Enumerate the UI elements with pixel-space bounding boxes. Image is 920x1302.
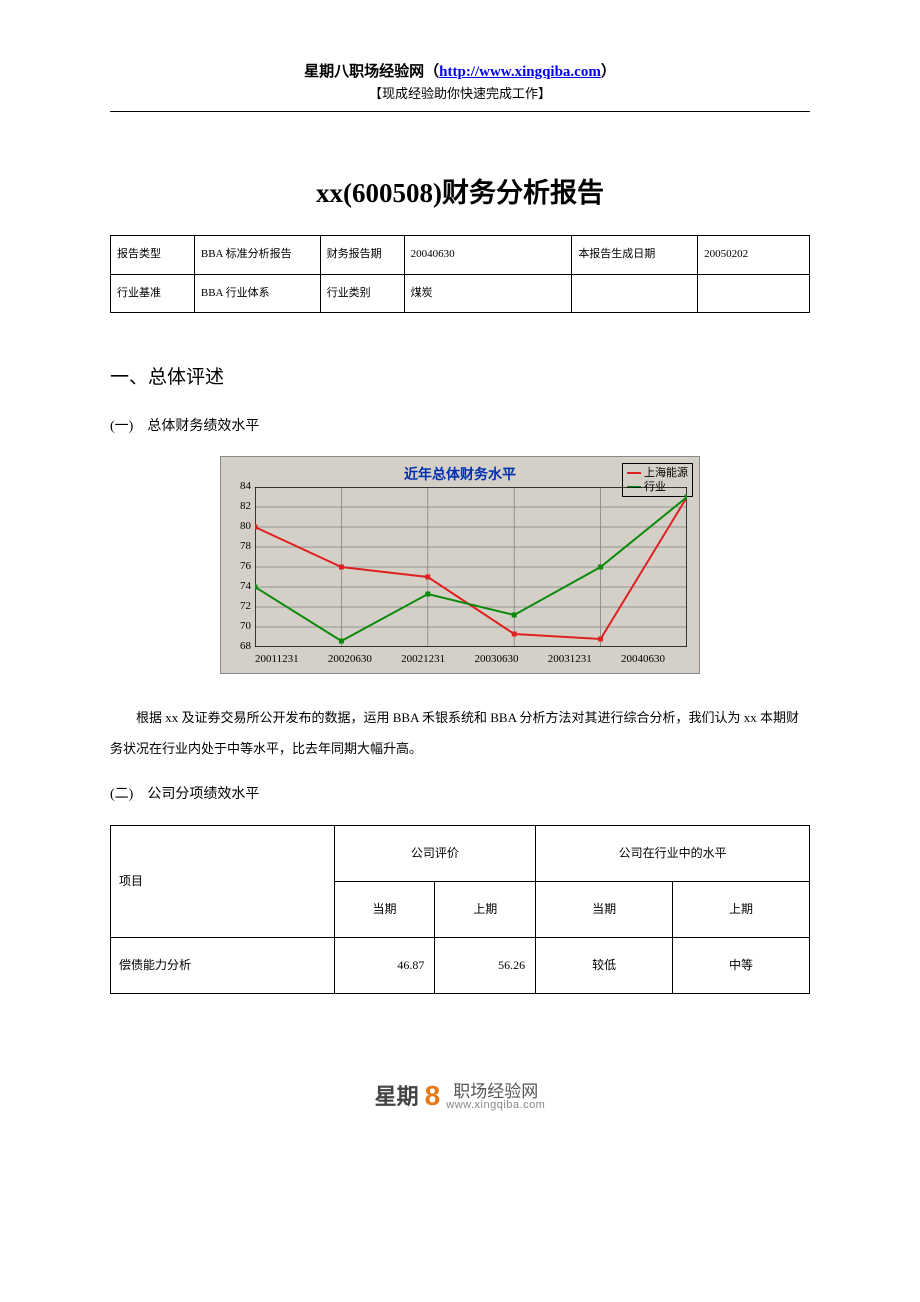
table-cell: BBA 行业体系 [194,274,320,313]
logo-number-icon: 8 [425,1074,441,1119]
logo-brand-2: 职场经验网 [446,1083,545,1100]
table-row: 项目 公司评价 公司在行业中的水平 [111,825,810,881]
col-industry-level: 公司在行业中的水平 [536,825,810,881]
table-row: 行业基准BBA 行业体系行业类别煤炭 [111,274,810,313]
legend-item: 上海能源 [627,466,688,480]
perf-table: 项目 公司评价 公司在行业中的水平 当期 上期 当期 上期 偿债能力分析 46.… [110,825,810,995]
legend-label: 上海能源 [644,466,688,480]
table-cell [698,274,810,313]
table-cell: 20050202 [698,235,810,274]
footer-logo: 星期 8 职场经验网 www.xingqiba.com [375,1074,546,1119]
table-cell: 行业基准 [111,274,195,313]
chart-y-label: 82 [240,499,255,517]
logo-brand-1: 星期 [375,1079,419,1114]
col-current-2: 当期 [536,881,673,937]
table-cell: 本报告生成日期 [572,235,698,274]
chart-y-label: 72 [240,599,255,617]
section-1-sub1: (一) 总体财务绩效水平 [110,416,810,438]
table-cell: 偿债能力分析 [111,938,335,994]
table-cell: 报告类型 [111,235,195,274]
chart-y-label: 76 [240,559,255,577]
chart-y-label: 68 [240,639,255,657]
chart-plot-area: 687072747678808284 [255,487,687,647]
chart-x-label: 20020630 [328,651,372,669]
table-cell: 中等 [673,938,810,994]
table-cell: BBA 标准分析报告 [194,235,320,274]
table-row: 报告类型BBA 标准分析报告财务报告期20040630本报告生成日期200502… [111,235,810,274]
chart-y-label: 84 [240,479,255,497]
chart-x-label: 20021231 [401,651,445,669]
table-cell: 煤炭 [404,274,572,313]
legend-swatch [627,472,641,474]
table-cell: 较低 [536,938,673,994]
site-link[interactable]: http://www.xingqiba.com [439,64,601,80]
chart-y-label: 74 [240,579,255,597]
table-cell: 20040630 [404,235,572,274]
logo-url: www.xingqiba.com [446,1100,545,1111]
header-title: 星期八职场经验网（http://www.xingqiba.com） [110,60,810,84]
site-name-pre: 星期八职场经验网（ [304,64,439,80]
table-cell: 行业类别 [320,274,404,313]
table-row: 偿债能力分析 46.87 56.26 较低 中等 [111,938,810,994]
footer: 星期 8 职场经验网 www.xingqiba.com [110,1074,810,1119]
col-current-1: 当期 [334,881,435,937]
col-company-eval: 公司评价 [334,825,536,881]
chart-y-label: 70 [240,619,255,637]
page-header: 星期八职场经验网（http://www.xingqiba.com） 【现成经验助… [110,60,810,105]
section-1-heading: 一、总体评述 [110,363,810,393]
table-cell: 46.87 [334,938,435,994]
chart-x-label: 20030630 [474,651,518,669]
table-cell: 56.26 [435,938,536,994]
table-cell [572,274,698,313]
chart-container: 近年总体财务水平 上海能源行业 687072747678808284 20011… [220,456,700,674]
header-divider [110,111,810,112]
chart-x-label: 20040630 [621,651,665,669]
header-subtitle: 【现成经验助你快速完成工作】 [110,84,810,105]
paragraph-1: 根据 xx 及证券交易所公开发布的数据，运用 BBA 禾银系统和 BBA 分析方… [110,702,810,764]
chart-y-label: 80 [240,519,255,537]
chart-x-labels: 20011231 20020630 20021231 20030630 20031231… [255,651,665,669]
section-1-sub2: (二) 公司分项绩效水平 [110,784,810,806]
chart-svg [255,487,687,647]
doc-title: xx(600508)财务分析报告 [110,172,810,215]
site-name-post: ） [601,64,616,80]
info-table: 报告类型BBA 标准分析报告财务报告期20040630本报告生成日期200502… [110,235,810,313]
chart-x-label: 20011231 [255,651,299,669]
chart-y-label: 78 [240,539,255,557]
chart-x-label: 20031231 [548,651,592,669]
col-prev-2: 上期 [673,881,810,937]
col-project: 项目 [111,825,335,937]
table-cell: 财务报告期 [320,235,404,274]
col-prev-1: 上期 [435,881,536,937]
